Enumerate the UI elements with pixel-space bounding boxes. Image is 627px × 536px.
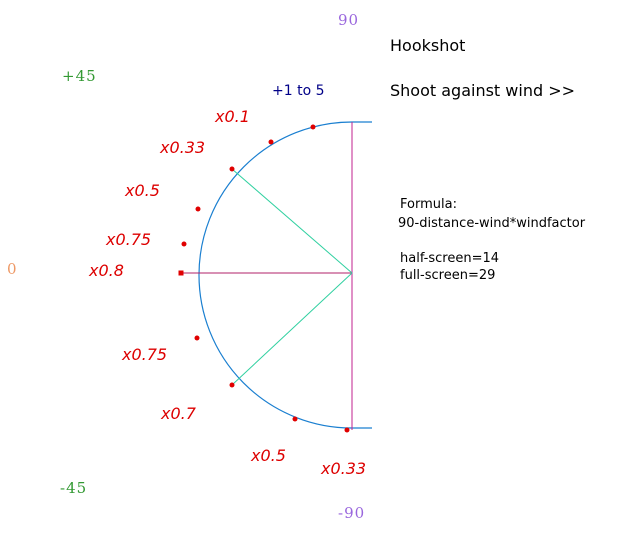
- factor-label: x0.1: [214, 107, 250, 126]
- factor-label: x0.5: [124, 181, 160, 200]
- formula-label: Formula:: [400, 197, 457, 212]
- factor-label: x0.75: [121, 345, 167, 364]
- upper-diagonal-line: [231, 168, 353, 274]
- marker-point: [229, 382, 235, 388]
- marker-point: [181, 241, 187, 247]
- range-label: +1 to 5: [272, 83, 325, 99]
- full-screen-value: full-screen=29: [400, 268, 495, 283]
- factor-label: x0.8: [88, 261, 124, 280]
- arc-markers: [178, 124, 350, 433]
- marker-point: [178, 270, 184, 276]
- marker-point: [195, 206, 201, 212]
- marker-point: [344, 427, 350, 433]
- lower-diagonal-line: [231, 272, 353, 386]
- angle-arc: [198, 121, 372, 429]
- half-screen-value: half-screen=14: [400, 251, 499, 266]
- angle-label-minus45: -45: [60, 479, 87, 497]
- formula-expression: 90-distance-wind*windfactor: [398, 216, 586, 231]
- diagram-title: Hookshot: [390, 36, 465, 55]
- marker-point: [292, 416, 298, 422]
- marker-point: [229, 166, 235, 172]
- factor-label: x0.33: [159, 138, 205, 157]
- factor-label: x0.75: [105, 230, 151, 249]
- angle-label-0: 0: [7, 260, 18, 278]
- factor-label: x0.33: [320, 459, 366, 478]
- angle-label-90: 90: [338, 11, 359, 29]
- diagram-subtitle: Shoot against wind >>: [390, 81, 575, 100]
- marker-point: [268, 139, 274, 145]
- angle-label-minus90: -90: [338, 504, 365, 522]
- factor-label: x0.7: [160, 404, 197, 423]
- marker-point: [310, 124, 316, 130]
- factor-label: x0.5: [250, 446, 286, 465]
- marker-point: [194, 335, 200, 341]
- angle-label-plus45: +45: [62, 67, 97, 85]
